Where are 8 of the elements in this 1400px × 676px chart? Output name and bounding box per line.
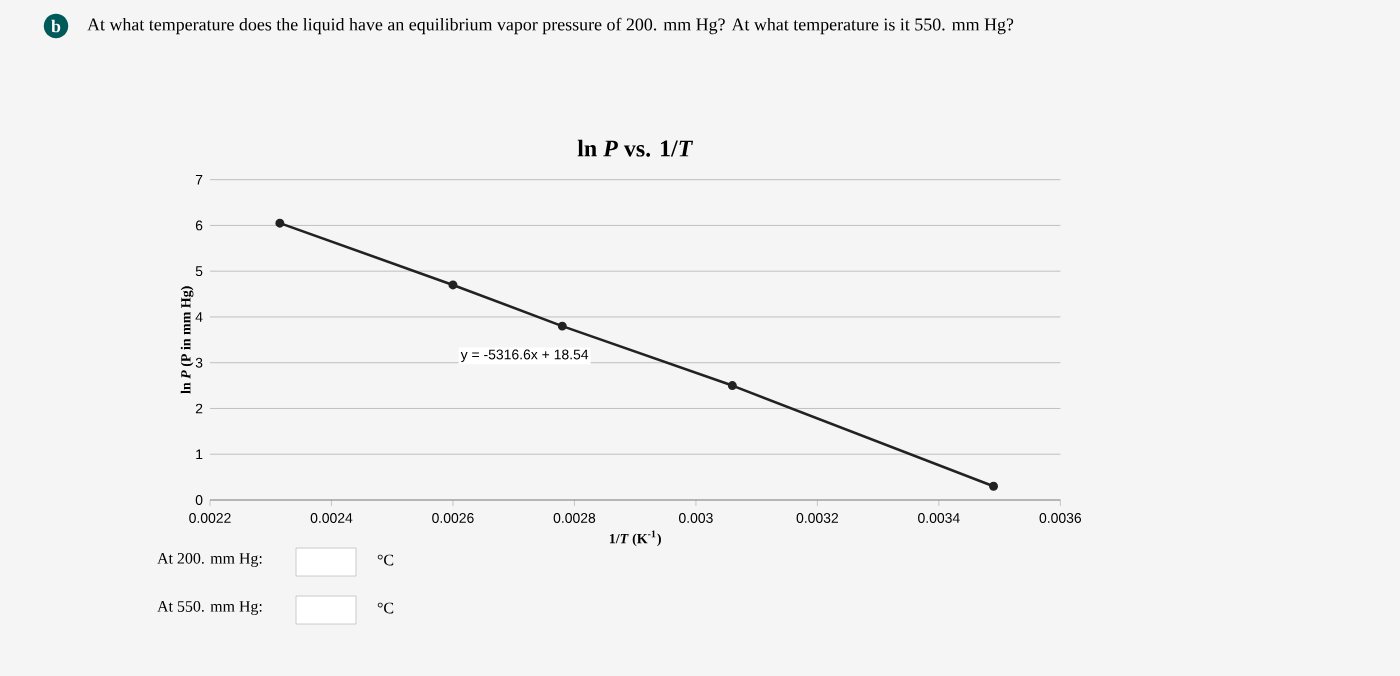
point	[727, 381, 737, 391]
point	[448, 280, 458, 290]
point	[557, 321, 567, 331]
text: b	[51, 19, 61, 33]
chart-title: ln P vs. 1/T	[577, 139, 694, 157]
point	[989, 481, 999, 491]
text: At what temperature does the liquid have an equilibrium vapor pressure of 200. mm Hg? At what temperature is it 550. mm Hg?	[87, 17, 1014, 35]
point	[275, 218, 285, 228]
